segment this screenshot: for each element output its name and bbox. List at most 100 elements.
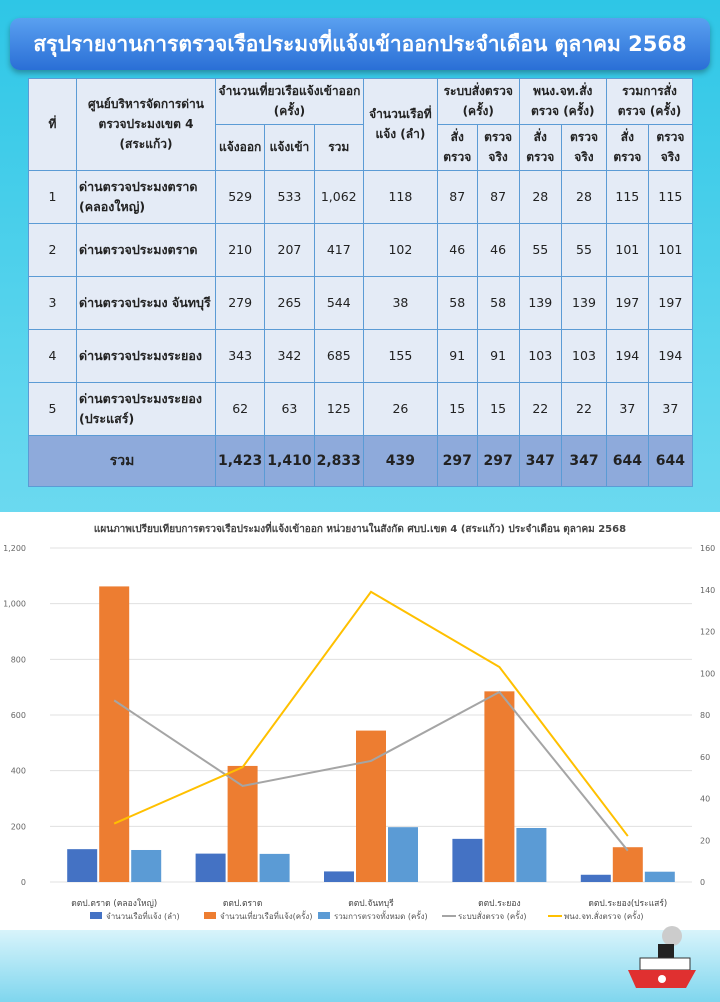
x-tick-label: ดตป.ระยอง [478,899,521,909]
cell-tot_a: 194 [647,328,694,383]
cell-vessels: 38 [362,275,438,330]
y2-tick-label: 160 [700,544,715,553]
chart-svg: แผนภาพเปรียบเทียบการตรวจเรือประมงที่แจ้ง… [3,521,715,921]
y2-tick-label: 20 [700,836,710,845]
cell-out: 210 [214,222,266,277]
cell-total: 125 [313,381,364,436]
bar-1-0 [99,586,130,882]
y2-tick-label: 100 [700,669,715,678]
col-trips-total: รวม [313,123,364,171]
legend-label: พนง.จท.สั่งตรวจ (ครั้ง) [564,910,644,921]
cell: 439 [362,434,438,487]
y2-tick-label: 80 [700,711,710,720]
col-tot-ordered: สั่งตรวจ [605,123,649,171]
col-no: ที่ [28,78,77,171]
cell-sys_a: 58 [476,275,520,330]
bar-0-0 [67,849,98,882]
bar-2-4 [644,871,675,882]
cell-tot_o: 101 [605,222,649,277]
cell: 644 [647,434,694,487]
bar-0-3 [452,838,483,882]
cell-vessels: 118 [362,169,438,224]
legend-label: รวมการตรวจทั้งหมด (ครั้ง) [334,910,428,921]
cell-name: ด่านตรวจประมงระยอง (ประแสร์) [76,381,216,436]
x-tick-label: ดตป.ตราด (คลองใหญ่) [71,898,157,909]
bar-2-3 [516,828,547,882]
report-title-banner: สรุปรายงานการตรวจเรือประมงที่แจ้งเข้าออก… [10,18,710,70]
col-total-insp: รวมการสั่งตรวจ (ครั้ง) [605,78,694,125]
cell: 644 [605,434,649,487]
y2-tick-label: 60 [700,753,710,762]
cell-tot_a: 197 [647,275,694,330]
cell: 297 [476,434,520,487]
cell-tot_o: 194 [605,328,649,383]
cell-in: 63 [264,381,315,436]
bar-0-4 [580,874,611,882]
legend-swatch [204,912,216,919]
wave-decoration [0,926,720,1002]
legend-label: ระบบสั่งตรวจ (ครั้ง) [458,910,527,921]
cell-tot_a: 101 [647,222,694,277]
cell-in: 342 [264,328,315,383]
cell-total: 1,062 [313,169,364,224]
col-sys-actual: ตรวจจริง [476,123,520,171]
cell-total: 685 [313,328,364,383]
total-row: รวม 1,423 1,410 2,833 439 297 297 347 34… [28,434,694,487]
cell-in: 265 [264,275,315,330]
cell-sys_o: 46 [436,222,478,277]
cell-in: 207 [264,222,315,277]
y2-tick-label: 120 [700,628,715,637]
table-row: 1 ด่านตรวจประมงตราด (คลองใหญ่) 529 533 1,062… [28,169,694,224]
y-tick-label: 200 [11,822,26,831]
col-sys-ordered: สั่งตรวจ [436,123,478,171]
col-off-ordered: สั่งตรวจ [518,123,562,171]
x-tick-label: ดตป.ระยอง(ประแสร์) [588,898,667,909]
col-trips-in: แจ้งเข้า [264,123,315,171]
cell-sys_o: 58 [436,275,478,330]
col-system: ระบบสั่งตรวจ (ครั้ง) [436,78,520,125]
cell-tot_a: 37 [647,381,694,436]
y2-tick-label: 40 [700,795,710,804]
bar-0-1 [195,853,226,882]
cell: 347 [560,434,607,487]
summary-table: ที่ ศูนย์บริหารจัดการด่านตรวจประมงเขต 4 … [28,78,694,487]
y-tick-label: 1,200 [3,544,26,553]
cell-sys_o: 15 [436,381,478,436]
cell-off_a: 28 [560,169,607,224]
cell-out: 529 [214,169,266,224]
cell-vessels: 102 [362,222,438,277]
y-tick-label: 800 [11,655,26,664]
y-tick-label: 600 [11,711,26,720]
cell-off_a: 103 [560,328,607,383]
cell-out: 62 [214,381,266,436]
cell-sys_o: 91 [436,328,478,383]
cell-tot_o: 37 [605,381,649,436]
total-label: รวม [28,434,216,487]
cell-sys_o: 87 [436,169,478,224]
col-trips: จำนวนเที่ยวเรือแจ้งเข้าออก (ครั้ง) [215,78,364,125]
cell-off_o: 103 [518,328,562,383]
legend-swatch [318,912,330,919]
x-tick-label: ดตป.ตราด [223,899,263,909]
cell-off_a: 139 [560,275,607,330]
legend-swatch [90,912,102,919]
cell-off_o: 28 [518,169,562,224]
legend-label: จำนวนเรือที่แจ้ง (ลำ) [106,910,180,921]
col-tot-actual: ตรวจจริง [647,123,694,171]
cell-total: 417 [313,222,364,277]
cell-out: 279 [214,275,266,330]
cell-off_o: 139 [518,275,562,330]
cell-sys_a: 91 [476,328,520,383]
cell-sys_a: 87 [476,169,520,224]
cell-no: 2 [28,222,77,277]
x-tick-label: ดตป.จันทบุรี [348,898,394,909]
bar-2-0 [131,849,162,882]
cell: 1,423 [214,434,266,487]
cell-no: 5 [28,381,77,436]
cell-name: ด่านตรวจประมงตราด (คลองใหญ่) [76,169,216,224]
cell-off_a: 55 [560,222,607,277]
table-row: 2 ด่านตรวจประมงตราด 210 207 417 102 46 46 55 55 10… [28,222,694,277]
report-title: สรุปรายงานการตรวจเรือประมงที่แจ้งเข้าออก… [33,31,687,56]
y-tick-label: 1,000 [3,600,26,609]
cell-name: ด่านตรวจประมง จันทบุรี [76,275,216,330]
